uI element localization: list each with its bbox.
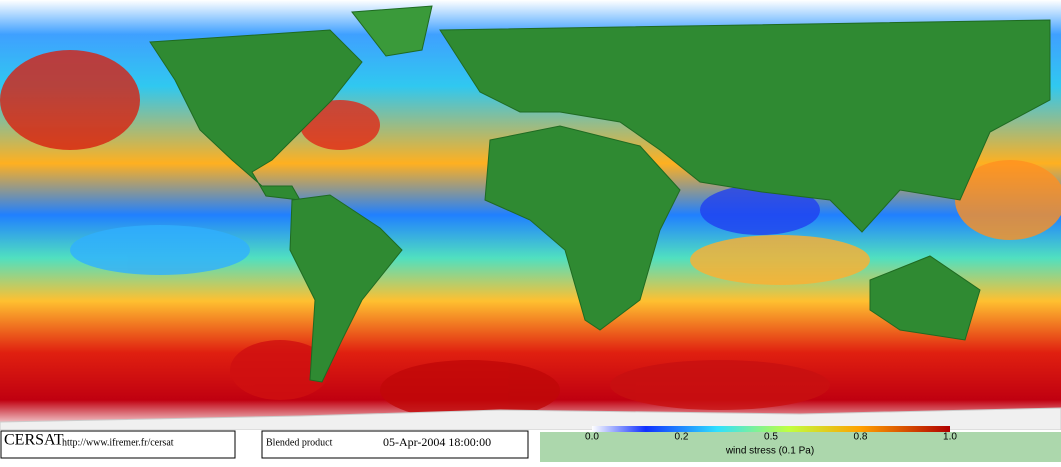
colorbar-label: wind stress (0.1 Pa): [725, 446, 814, 457]
colorbar-tick-label: 0.5: [764, 432, 778, 443]
colorbar-bg: [540, 432, 1061, 462]
product: Blended product: [266, 437, 333, 448]
colorbar-tick-label: 0.2: [675, 432, 689, 443]
product-box: [261, 430, 529, 459]
greenland: [351, 5, 433, 57]
map: [0, 0, 1061, 431]
date: 05-Apr-2004 18:00:00: [383, 435, 491, 449]
colorbar-ticks: 0.0 0.2 0.5 0.8 1.0: [585, 432, 957, 443]
brand-box: [0, 430, 236, 459]
africa: [484, 125, 681, 331]
colorbar-tick-label: 1.0: [943, 432, 957, 443]
colorbar-tick-label: 0.8: [854, 432, 868, 443]
brand: CERSAT: [4, 432, 64, 449]
url: http://www.ifremer.fr/cersat: [62, 437, 174, 448]
continents: [0, 5, 1061, 431]
australia: [869, 255, 981, 341]
eurasia: [439, 19, 1051, 233]
south-america: [289, 194, 403, 383]
colorbar-tick-label: 0.0: [585, 432, 599, 443]
footer: CERSAT http://www.ifremer.fr/cersat Blen…: [0, 426, 1061, 462]
north-america: [149, 29, 363, 201]
colorbar: [592, 426, 950, 432]
